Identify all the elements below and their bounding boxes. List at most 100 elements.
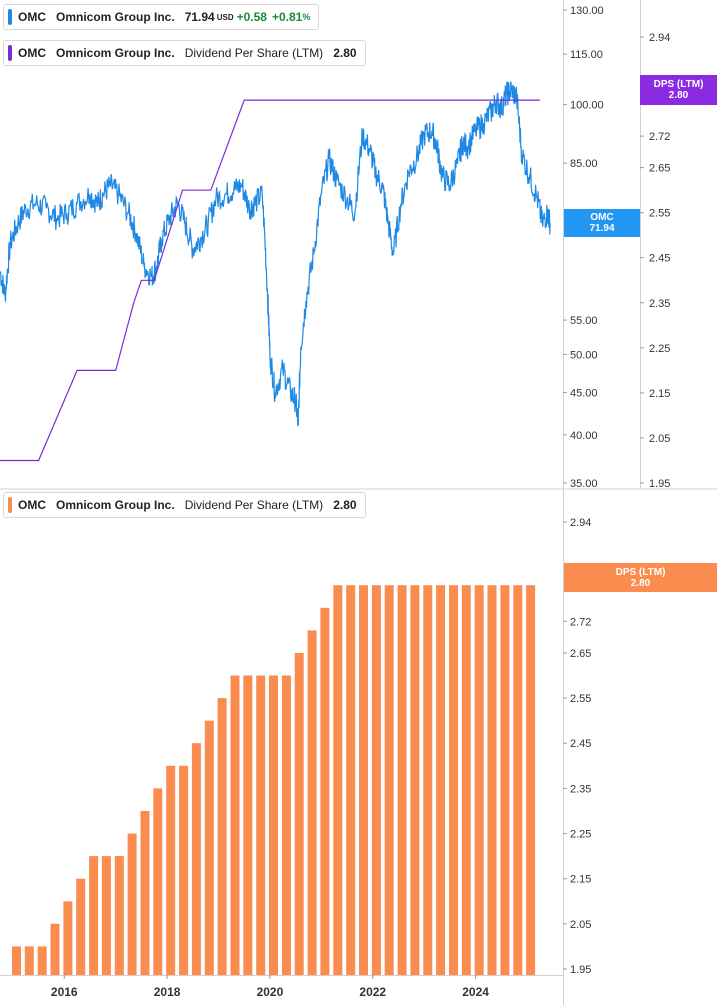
dps-axis-bottom-tick-label: 2.94 [570,517,591,529]
dps-bar [449,585,458,975]
legend-price-swatch [8,9,12,25]
dps-axis-bottom-tick-label: 2.05 [570,919,591,931]
dps-bar [24,946,34,975]
dps-top-tag: DPS (LTM) 2.80 [640,75,717,105]
price-tag-value: 71.94 [589,223,615,234]
dps-bar [140,811,150,975]
dps-axis-top-tick-label: 2.55 [649,208,670,220]
legend-dps-top-value: 2.80 [333,46,357,60]
time-axis-tick-label: 2020 [257,985,284,999]
dps-bar [256,675,266,975]
dps-axis-bottom-tick-label: 1.95 [570,964,591,976]
dps-bar [127,833,137,975]
dps-axis-top-tick-label: 1.95 [649,478,670,490]
legend-dps-bottom-metric: Dividend Per Share (LTM) [184,498,324,512]
price-tag: OMC 71.94 [564,209,640,237]
dps-bar [191,743,201,975]
dps-bar [114,856,124,975]
dps-bar [166,765,176,975]
legend-dps-top-metric: Dividend Per Share (LTM) [184,46,324,60]
price-axis-tick-label: 55.00 [570,315,598,327]
dps-bar [230,675,240,975]
dps-bar [320,607,330,975]
legend-price-currency: USD [216,12,234,22]
price-axis-tick-label: 100.00 [570,100,604,112]
dps-bar [513,585,523,975]
dps-bar [281,675,291,975]
dps-bar [526,585,536,975]
dps-bar [500,585,510,975]
dps-bar [346,585,356,975]
price-axis-tick-label: 35.00 [570,478,598,490]
dps-bar [50,923,60,975]
dps-bar [12,946,21,975]
legend-dps-top-name: Omnicom Group Inc. [56,46,175,60]
legend-dps-bottom-name: Omnicom Group Inc. [56,498,175,512]
dps-bar [217,698,227,975]
price-tag-label: OMC [590,212,614,223]
dps-bar [474,585,484,975]
legend-dps-bottom-swatch [8,497,12,513]
dps-bar [307,630,317,975]
price-series-line [0,81,551,427]
dps-bar [153,788,163,975]
legend-dps-top-ticker: OMC [18,46,46,60]
time-axis-tick-label: 2016 [51,985,78,999]
time-axis-tick-label: 2018 [154,985,181,999]
dps-axis-top-tick-label: 2.72 [649,131,670,143]
price-axis-tick-label: 115.00 [570,49,603,61]
legend-price-name: Omnicom Group Inc. [56,10,175,24]
legend-dps-top-swatch [8,45,12,61]
legend-price-pct-sign: % [302,12,311,22]
dps-bottom-tag-label: DPS (LTM) [615,566,666,578]
legend-price[interactable]: OMC Omnicom Group Inc. 71.94 USD +0.58 +… [3,4,320,30]
price-axis-tick-label: 40.00 [570,430,598,442]
dps-axis-top-tick-label: 2.45 [649,253,670,265]
time-axis-tick-label: 2022 [359,985,386,999]
time-axis-tick-label: 2024 [462,985,489,999]
dps-bar [204,720,214,975]
dps-bar [423,585,433,975]
price-axis-tick-label: 85.00 [570,158,598,170]
dps-bottom-tag: DPS (LTM) 2.80 [564,563,717,592]
dps-top-tag-label: DPS (LTM) [653,79,704,90]
dps-axis-top-tick-label: 2.94 [649,32,670,44]
dps-bar [436,585,446,975]
dps-axis-bottom-tick-label: 2.72 [570,616,591,628]
dps-axis-bottom-tick-label: 2.45 [570,738,591,750]
dps-bar [397,585,407,975]
dps-axis-bottom-tick-label: 2.35 [570,783,591,795]
legend-dps-bottom-value: 2.80 [333,498,357,512]
legend-price-ticker: OMC [18,10,46,24]
price-axis-tick-label: 130.00 [570,5,604,17]
dps-bar [101,856,111,975]
dps-bar [487,585,497,975]
price-axis-tick-label: 45.00 [570,387,598,399]
dps-axis-bottom-tick-label: 2.55 [570,693,591,705]
dps-axis-bottom-tick-label: 2.25 [570,829,591,841]
dps-bottom-tag-value: 2.80 [630,577,651,589]
dps-axis-top-tick-label: 2.35 [649,298,670,310]
dps-bar [384,585,394,975]
price-axis-tick-label: 50.00 [570,349,598,361]
legend-price-value: 71.94 [184,10,215,24]
dps-bar [179,765,189,975]
legend-dps-bottom-ticker: OMC [18,498,46,512]
legend-dps-top[interactable]: OMC Omnicom Group Inc. Dividend Per Shar… [3,40,366,66]
dps-axis-top-tick-label: 2.25 [649,343,670,355]
dps-bar [89,856,99,975]
legend-dps-bottom[interactable]: OMC Omnicom Group Inc. Dividend Per Shar… [3,492,366,518]
dps-bar [410,585,420,975]
dps-axis-top-tick-label: 2.15 [649,388,670,400]
legend-price-change-pct: +0.81 [271,10,303,24]
dps-bar [461,585,471,975]
dps-bar [37,946,47,975]
dps-bar [359,585,368,975]
dps-axis-top-tick-label: 2.65 [649,163,670,175]
dps-axis-bottom-tick-label: 2.15 [570,874,591,886]
dps-bar [63,901,73,975]
dps-axis-bottom-tick-label: 2.65 [570,648,591,660]
legend-price-change: +0.58 [236,10,267,24]
dps-top-tag-value: 2.80 [668,90,689,101]
